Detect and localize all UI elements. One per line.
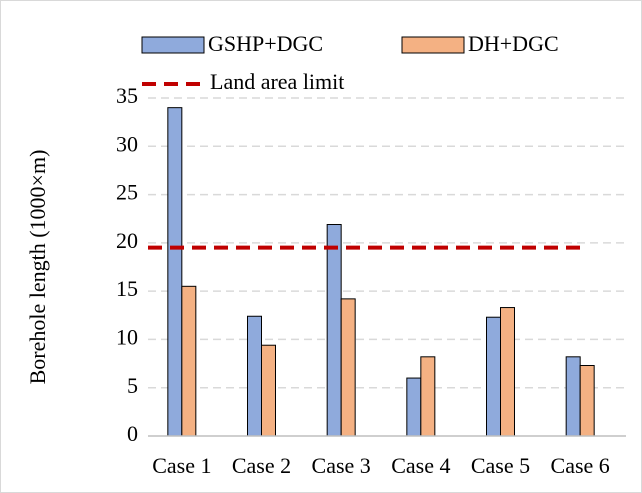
bar (406, 377, 422, 437)
bar (500, 307, 515, 437)
bar (420, 356, 436, 437)
x-tick-label: Case 5 (471, 453, 530, 478)
y-tick-label: 20 (116, 228, 138, 253)
y-axis-label: Borehole length (1000×m) (25, 150, 50, 385)
bar (579, 365, 595, 437)
bar (167, 107, 183, 437)
y-tick-label: 0 (127, 421, 138, 446)
legend-swatch (401, 36, 465, 54)
y-tick-label: 5 (127, 373, 138, 398)
bar (565, 356, 581, 437)
y-tick-label: 30 (116, 131, 138, 156)
y-tick-label: 15 (116, 276, 138, 301)
y-tick-label: 25 (116, 180, 138, 205)
x-tick-label: Case 6 (551, 453, 610, 478)
bar (261, 344, 276, 437)
y-tick-label: 10 (116, 324, 138, 349)
legend-label: GSHP+DGC (208, 31, 323, 56)
bar (326, 224, 342, 437)
x-tick-label: Case 1 (152, 453, 211, 478)
y-tick-label: 35 (116, 83, 138, 108)
legend-label: Land area limit (210, 69, 344, 94)
bar (247, 315, 262, 437)
bar (486, 316, 501, 437)
x-tick-label: Case 3 (312, 453, 371, 478)
legend-swatch (141, 36, 205, 54)
bar (340, 298, 356, 437)
x-tick-label: Case 2 (232, 453, 291, 478)
legend-label: DH+DGC (468, 31, 559, 56)
x-tick-label: Case 4 (391, 453, 450, 478)
bar (181, 285, 197, 437)
